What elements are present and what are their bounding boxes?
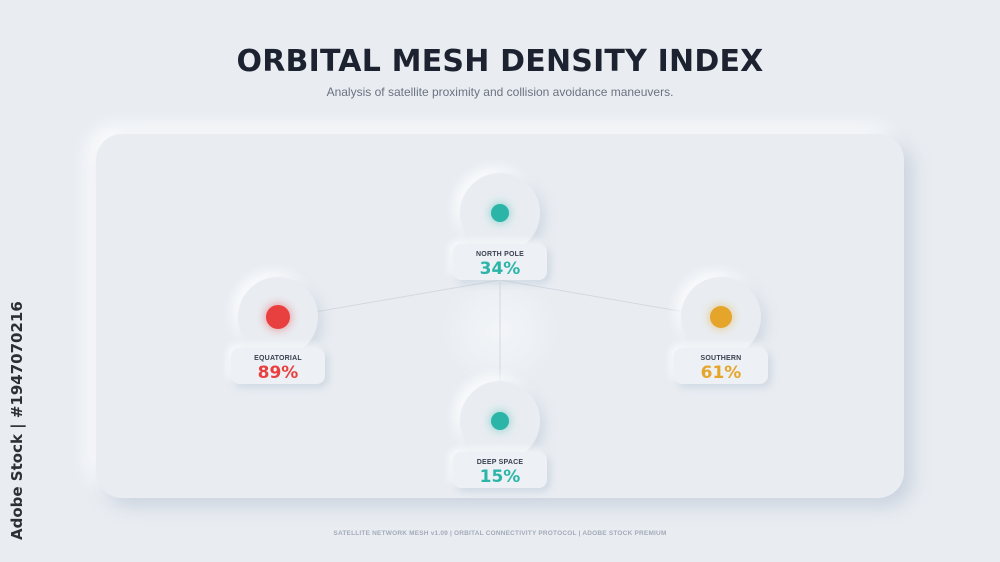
side-watermark: Adobe Stock | #1947070216 [8, 301, 26, 540]
equatorial-node[interactable] [238, 277, 318, 357]
north-pole-name: NORTH POLE [476, 251, 524, 258]
equatorial-value: 89% [257, 363, 299, 383]
north-pole-label: NORTH POLE 34% [453, 244, 547, 280]
deep-space-dot [491, 412, 509, 430]
southern-name: SOUTHERN [700, 355, 742, 362]
page-title: ORBITAL MESH DENSITY INDEX [236, 44, 764, 79]
southern-value: 61% [700, 363, 742, 383]
equatorial-name: EQUATORIAL [254, 355, 302, 362]
north-pole-node[interactable] [460, 173, 540, 253]
southern-label: SOUTHERN 61% [674, 348, 768, 384]
equatorial-dot [266, 305, 290, 329]
page-subtitle: Analysis of satellite proximity and coll… [326, 85, 674, 99]
center-glow [440, 270, 560, 390]
north-pole-value: 34% [479, 259, 521, 279]
deep-space-label: DEEP SPACE 15% [453, 452, 547, 488]
deep-space-value: 15% [479, 467, 521, 487]
equatorial-label: EQUATORIAL 89% [231, 348, 325, 384]
southern-node[interactable] [681, 277, 761, 357]
north-pole-dot [491, 204, 509, 222]
deep-space-name: DEEP SPACE [476, 459, 524, 466]
deep-space-node[interactable] [460, 381, 540, 461]
southern-dot [710, 306, 732, 328]
footer-text: SATELLITE NETWORK MESH v1.09 | ORBITAL C… [333, 530, 667, 537]
